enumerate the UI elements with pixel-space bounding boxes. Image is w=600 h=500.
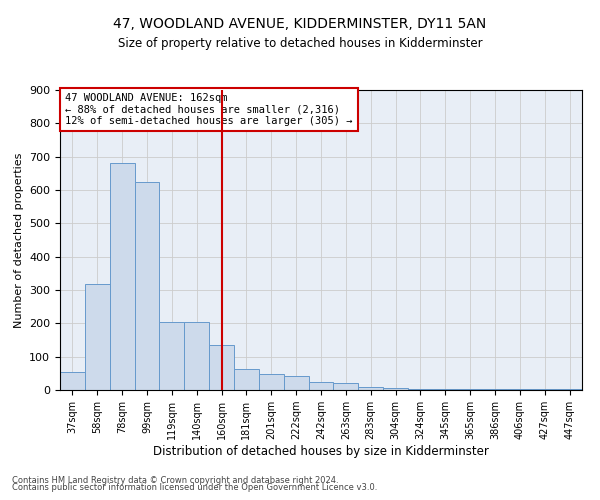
X-axis label: Distribution of detached houses by size in Kidderminster: Distribution of detached houses by size …	[153, 445, 489, 458]
Bar	[334, 384, 358, 390]
Bar	[234, 370, 259, 390]
Text: Contains public sector information licensed under the Open Government Licence v3: Contains public sector information licen…	[12, 484, 377, 492]
Bar	[259, 374, 284, 390]
Bar	[308, 382, 334, 390]
Bar	[284, 376, 308, 390]
Text: Contains HM Land Registry data © Crown copyright and database right 2024.: Contains HM Land Registry data © Crown c…	[12, 476, 338, 485]
Bar	[60, 372, 85, 390]
Text: Size of property relative to detached houses in Kidderminster: Size of property relative to detached ho…	[118, 38, 482, 51]
Bar	[110, 164, 134, 390]
Bar	[85, 284, 110, 390]
Bar	[160, 322, 184, 390]
Bar	[383, 388, 408, 390]
Bar	[209, 345, 234, 390]
Bar	[184, 322, 209, 390]
Y-axis label: Number of detached properties: Number of detached properties	[14, 152, 23, 328]
Bar	[358, 386, 383, 390]
Bar	[134, 182, 160, 390]
Text: 47 WOODLAND AVENUE: 162sqm
← 88% of detached houses are smaller (2,316)
12% of s: 47 WOODLAND AVENUE: 162sqm ← 88% of deta…	[65, 93, 353, 126]
Text: 47, WOODLAND AVENUE, KIDDERMINSTER, DY11 5AN: 47, WOODLAND AVENUE, KIDDERMINSTER, DY11…	[113, 18, 487, 32]
